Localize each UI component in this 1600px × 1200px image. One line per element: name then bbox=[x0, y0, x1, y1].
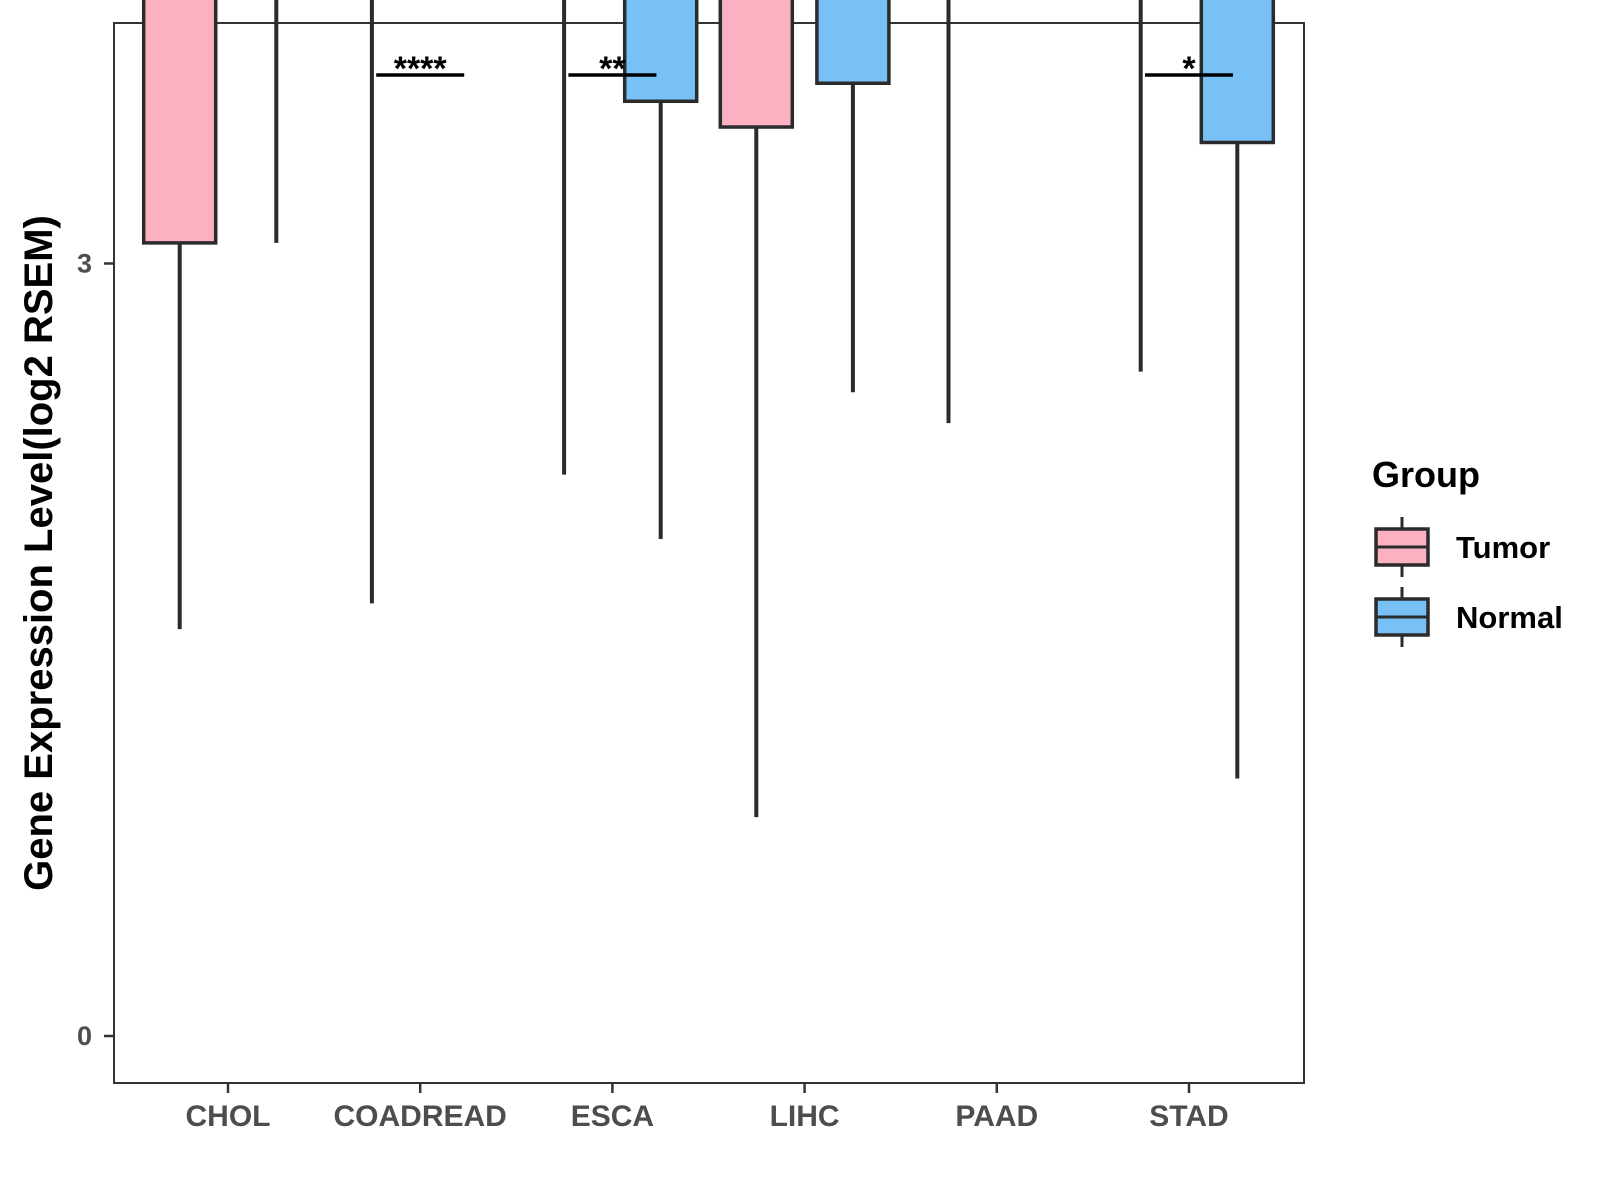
box-body bbox=[718, 0, 795, 129]
box-esca-normal bbox=[622, 0, 699, 540]
box-body bbox=[1199, 0, 1276, 145]
x-tick-label: CHOL bbox=[186, 1100, 271, 1133]
box-stad-normal bbox=[1199, 0, 1276, 779]
box-esca-tumor bbox=[562, 0, 567, 475]
x-axis: CHOL COADREAD ESCA LIHC PAAD STAD bbox=[186, 1083, 1229, 1133]
legend-label: Tumor bbox=[1456, 530, 1550, 565]
box-paad-tumor bbox=[946, 0, 951, 424]
y-tick-label: 0 bbox=[77, 1021, 92, 1051]
x-tick-label: PAAD bbox=[955, 1100, 1038, 1133]
y-axis: 0369 bbox=[77, 249, 114, 1051]
x-tick-label: STAD bbox=[1149, 1100, 1228, 1133]
box-lihc-tumor bbox=[718, 0, 795, 818]
box-body bbox=[141, 0, 218, 245]
plot-panel-border bbox=[113, 22, 1305, 1084]
legend-label: Normal bbox=[1456, 600, 1563, 635]
box-stad-tumor bbox=[1138, 0, 1143, 372]
y-axis-title: Gene Expression Level(log2 RSEM) bbox=[17, 215, 61, 891]
significance-label: * bbox=[1182, 50, 1196, 88]
x-tick-label: ESCA bbox=[571, 1100, 654, 1133]
legend-title: Group bbox=[1372, 454, 1480, 495]
significance-label: ** bbox=[599, 50, 626, 88]
legend-item-tumor: Tumor bbox=[1374, 517, 1550, 577]
significance-label: **** bbox=[394, 50, 448, 88]
box-coadread-tumor bbox=[369, 0, 374, 604]
box-lihc-normal bbox=[815, 0, 891, 393]
significance-stad: * bbox=[1145, 50, 1233, 88]
box-body bbox=[815, 0, 891, 85]
boxes-layer bbox=[141, 0, 1276, 818]
significance-esca: ** bbox=[568, 50, 657, 88]
significance-coadread: **** bbox=[376, 50, 465, 88]
significance-layer: **** ** * bbox=[376, 50, 1233, 88]
box-chol-normal bbox=[274, 0, 279, 243]
box-chol-tumor bbox=[141, 0, 218, 630]
box-body bbox=[622, 0, 699, 104]
legend: Group Tumor Normal bbox=[1372, 454, 1563, 647]
x-tick-label: COADREAD bbox=[334, 1100, 507, 1133]
legend-item-normal: Normal bbox=[1374, 587, 1563, 647]
y-tick-label: 3 bbox=[77, 249, 92, 279]
x-tick-label: LIHC bbox=[770, 1100, 840, 1133]
